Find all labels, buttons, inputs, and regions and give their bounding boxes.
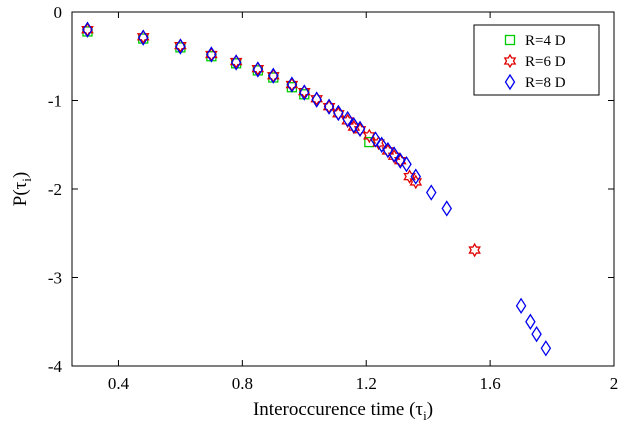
y-tick-label: -3 <box>48 269 62 288</box>
data-point-series-3 <box>348 117 360 134</box>
data-point-series-3 <box>137 29 149 46</box>
data-point-series-3 <box>333 104 344 122</box>
x-axis-label: Interoccurence time (τi) <box>253 399 433 423</box>
data-point-series-2 <box>136 29 150 45</box>
x-tick-label: 1.2 <box>356 374 377 393</box>
x-tick-label: 2 <box>610 374 619 393</box>
data-points <box>81 21 552 357</box>
data-point-series-2 <box>409 174 423 190</box>
legend-marker-1 <box>504 34 516 46</box>
legend-marker-3 <box>504 73 516 91</box>
legend-label-r4: R=4 D <box>525 33 566 49</box>
data-point-series-3 <box>376 136 387 153</box>
data-point-series-3 <box>342 110 353 128</box>
data-point-series-3 <box>525 313 536 330</box>
data-point-series-3 <box>531 325 542 343</box>
data-point-series-3 <box>388 146 400 163</box>
data-point-series-3 <box>311 91 322 108</box>
data-point-series-3 <box>401 156 412 173</box>
axis-ticks: 0.4 0.8 1.2 1.6 2 0 -1 -2 -3 -4 <box>48 3 618 393</box>
data-point-series-3 <box>206 46 217 63</box>
y-axis-label: P(τi) <box>10 172 34 206</box>
data-point-series-2 <box>403 169 416 184</box>
data-point-series-2 <box>251 61 265 76</box>
legend-marker-2 <box>503 53 517 69</box>
data-point-series-3 <box>395 152 406 169</box>
legend-label-r8: R=8 D <box>525 75 566 91</box>
data-point-series-3 <box>299 84 310 101</box>
data-point-series-2 <box>468 242 481 258</box>
legend: R=4 D R=6 D R=8 D <box>473 24 600 96</box>
data-point-series-3 <box>540 340 552 357</box>
data-point-series-2 <box>229 54 243 69</box>
y-tick-label: -2 <box>48 180 62 199</box>
legend-box <box>473 24 600 96</box>
data-point-series-3 <box>323 98 335 115</box>
data-point-series-2 <box>174 38 187 53</box>
data-point-series-3 <box>354 120 366 138</box>
data-point-series-3 <box>175 38 186 55</box>
y-tick-label: 0 <box>54 3 63 22</box>
data-point-series-3 <box>230 54 242 71</box>
legend-markers <box>503 34 517 91</box>
data-point-series-3 <box>252 61 264 78</box>
x-tick-label: 1.6 <box>479 374 500 393</box>
data-point-series-1 <box>364 136 375 148</box>
x-tick-label: 0.4 <box>108 374 130 393</box>
data-point-series-3 <box>515 297 527 315</box>
data-point-series-3 <box>382 141 394 159</box>
y-tick-label: -4 <box>48 357 63 376</box>
data-point-series-3 <box>82 21 93 38</box>
data-point-series-3 <box>268 67 279 84</box>
legend-label-r6: R=6 D <box>525 54 566 70</box>
data-point-series-3 <box>410 168 422 185</box>
data-point-series-3 <box>441 200 453 217</box>
data-point-series-3 <box>286 76 298 93</box>
data-point-series-2 <box>310 91 323 107</box>
data-point-series-3 <box>370 131 381 148</box>
x-tick-label: 0.8 <box>232 374 253 393</box>
data-point-series-3 <box>425 184 437 201</box>
y-tick-label: -1 <box>48 92 62 111</box>
data-point-series-2 <box>297 84 311 99</box>
